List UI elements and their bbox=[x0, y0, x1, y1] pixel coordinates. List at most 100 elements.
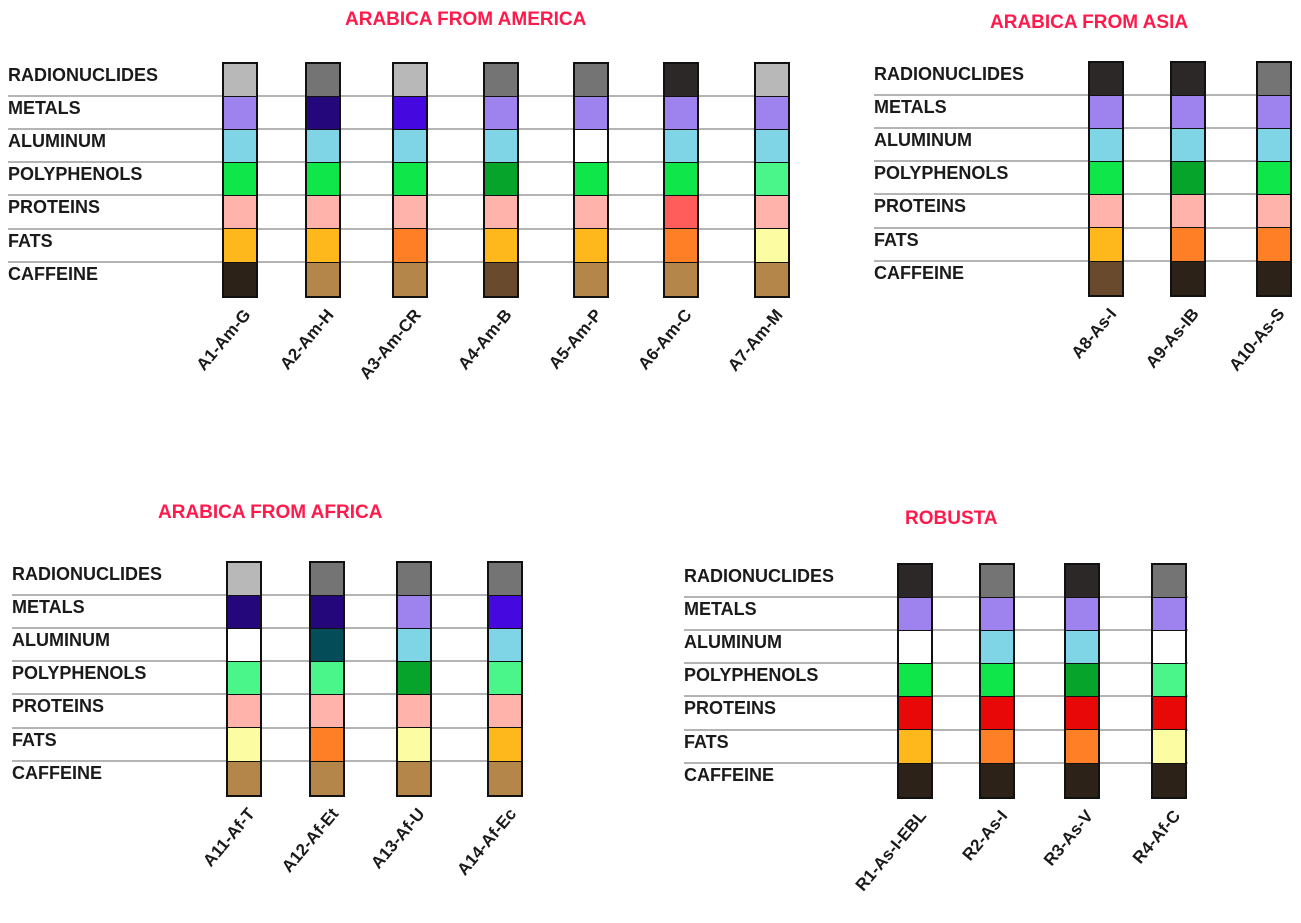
cell-aluminum bbox=[485, 130, 517, 164]
sample-label: A11-Af-T bbox=[199, 804, 259, 871]
cell-proteins bbox=[489, 695, 521, 729]
row-label-polyphenols: POLYPHENOLS bbox=[684, 665, 819, 686]
sample-column bbox=[226, 561, 262, 797]
cell-caffeine bbox=[1066, 763, 1098, 797]
sample-label: R1-As-I-EBL bbox=[851, 806, 931, 895]
row-label-radionuclides: RADIONUCLIDES bbox=[684, 566, 835, 586]
cell-fats bbox=[899, 730, 931, 764]
row-label-metals: METALS bbox=[8, 98, 81, 119]
row-label-aluminum: ALUMINUM bbox=[684, 632, 782, 653]
cell-radionuclides bbox=[1258, 63, 1290, 97]
row-label-aluminum: ALUMINUM bbox=[874, 130, 972, 151]
sample-column bbox=[1088, 61, 1124, 297]
sample-column bbox=[487, 561, 523, 797]
cell-fats bbox=[485, 229, 517, 263]
row-label-proteins: PROTEINS bbox=[874, 196, 967, 217]
cell-caffeine bbox=[224, 262, 256, 296]
row-label-fats: FATS bbox=[8, 230, 53, 251]
row-label-fats: FATS bbox=[874, 229, 919, 250]
cell-radionuclides bbox=[307, 64, 339, 98]
cell-radionuclides bbox=[665, 64, 697, 98]
sample-column bbox=[754, 62, 790, 298]
row-label-metals: METALS bbox=[12, 597, 85, 618]
cell-aluminum bbox=[1153, 631, 1185, 665]
row-label-metals: METALS bbox=[874, 97, 947, 118]
row-label-caffeine: CAFFEINE bbox=[874, 262, 964, 283]
sample-column bbox=[1064, 563, 1100, 799]
cell-radionuclides bbox=[1066, 565, 1098, 599]
cell-proteins bbox=[1258, 195, 1290, 229]
row-label-aluminum: ALUMINUM bbox=[8, 131, 106, 152]
cell-radionuclides bbox=[311, 563, 343, 597]
sample-column bbox=[483, 62, 519, 298]
row-separator bbox=[12, 759, 522, 762]
cell-metals bbox=[981, 598, 1013, 632]
cell-radionuclides bbox=[1090, 63, 1122, 97]
sample-label: A14-Af-Ec bbox=[453, 804, 521, 879]
cell-metals bbox=[311, 596, 343, 630]
row-label-proteins: PROTEINS bbox=[684, 698, 777, 719]
row-label-fats: FATS bbox=[12, 729, 57, 750]
sample-label: R4-Af-C bbox=[1128, 806, 1185, 867]
cell-fats bbox=[756, 229, 788, 263]
cell-caffeine bbox=[489, 761, 521, 795]
row-separator bbox=[684, 662, 1188, 665]
row-label-caffeine: CAFFEINE bbox=[684, 764, 774, 785]
cell-metals bbox=[224, 97, 256, 131]
cell-fats bbox=[1172, 228, 1204, 262]
sample-column bbox=[1151, 563, 1187, 799]
row-label-caffeine: CAFFEINE bbox=[12, 762, 102, 783]
cell-proteins bbox=[899, 697, 931, 731]
cell-aluminum bbox=[981, 631, 1013, 665]
row-label-metals: METALS bbox=[684, 599, 757, 620]
cell-polyphenols bbox=[1066, 664, 1098, 698]
sample-label: A4-Am-B bbox=[454, 305, 516, 374]
row-separator bbox=[12, 693, 522, 696]
cell-radionuclides bbox=[489, 563, 521, 597]
sample-label: A7-Am-M bbox=[723, 305, 787, 375]
cell-caffeine bbox=[398, 761, 430, 795]
cell-proteins bbox=[1153, 697, 1185, 731]
cell-radionuclides bbox=[981, 565, 1013, 599]
sample-column bbox=[222, 62, 258, 298]
panel-title: ARABICA FROM AMERICA bbox=[345, 9, 587, 30]
cell-aluminum bbox=[575, 130, 607, 164]
cell-caffeine bbox=[311, 761, 343, 795]
cell-proteins bbox=[1066, 697, 1098, 731]
row-separator bbox=[874, 160, 1290, 163]
cell-metals bbox=[228, 596, 260, 630]
cell-radionuclides bbox=[899, 565, 931, 599]
cell-metals bbox=[756, 97, 788, 131]
cell-proteins bbox=[224, 196, 256, 230]
row-separator bbox=[12, 594, 522, 597]
cell-fats bbox=[665, 229, 697, 263]
cell-polyphenols bbox=[665, 163, 697, 197]
cell-aluminum bbox=[1066, 631, 1098, 665]
cell-metals bbox=[1258, 96, 1290, 130]
cell-proteins bbox=[575, 196, 607, 230]
cell-polyphenols bbox=[1172, 162, 1204, 196]
cell-aluminum bbox=[224, 130, 256, 164]
cell-radionuclides bbox=[485, 64, 517, 98]
row-separator bbox=[684, 761, 1188, 764]
cell-metals bbox=[575, 97, 607, 131]
row-separator bbox=[684, 629, 1188, 632]
cell-proteins bbox=[228, 695, 260, 729]
row-separator bbox=[874, 193, 1290, 196]
cell-metals bbox=[394, 97, 426, 131]
sample-label: R2-As-I bbox=[958, 806, 1012, 865]
row-label-radionuclides: RADIONUCLIDES bbox=[12, 564, 163, 584]
row-separator bbox=[684, 596, 1188, 599]
cell-proteins bbox=[485, 196, 517, 230]
sample-label: A8-As-I bbox=[1067, 304, 1121, 363]
cell-aluminum bbox=[311, 629, 343, 663]
cell-aluminum bbox=[1258, 129, 1290, 163]
row-label-polyphenols: POLYPHENOLS bbox=[12, 663, 147, 684]
cell-proteins bbox=[394, 196, 426, 230]
cell-polyphenols bbox=[899, 664, 931, 698]
panel-title: ARABICA FROM AFRICA bbox=[158, 502, 383, 523]
cell-metals bbox=[1172, 96, 1204, 130]
cell-polyphenols bbox=[228, 662, 260, 696]
cell-proteins bbox=[981, 697, 1013, 731]
cell-proteins bbox=[1090, 195, 1122, 229]
